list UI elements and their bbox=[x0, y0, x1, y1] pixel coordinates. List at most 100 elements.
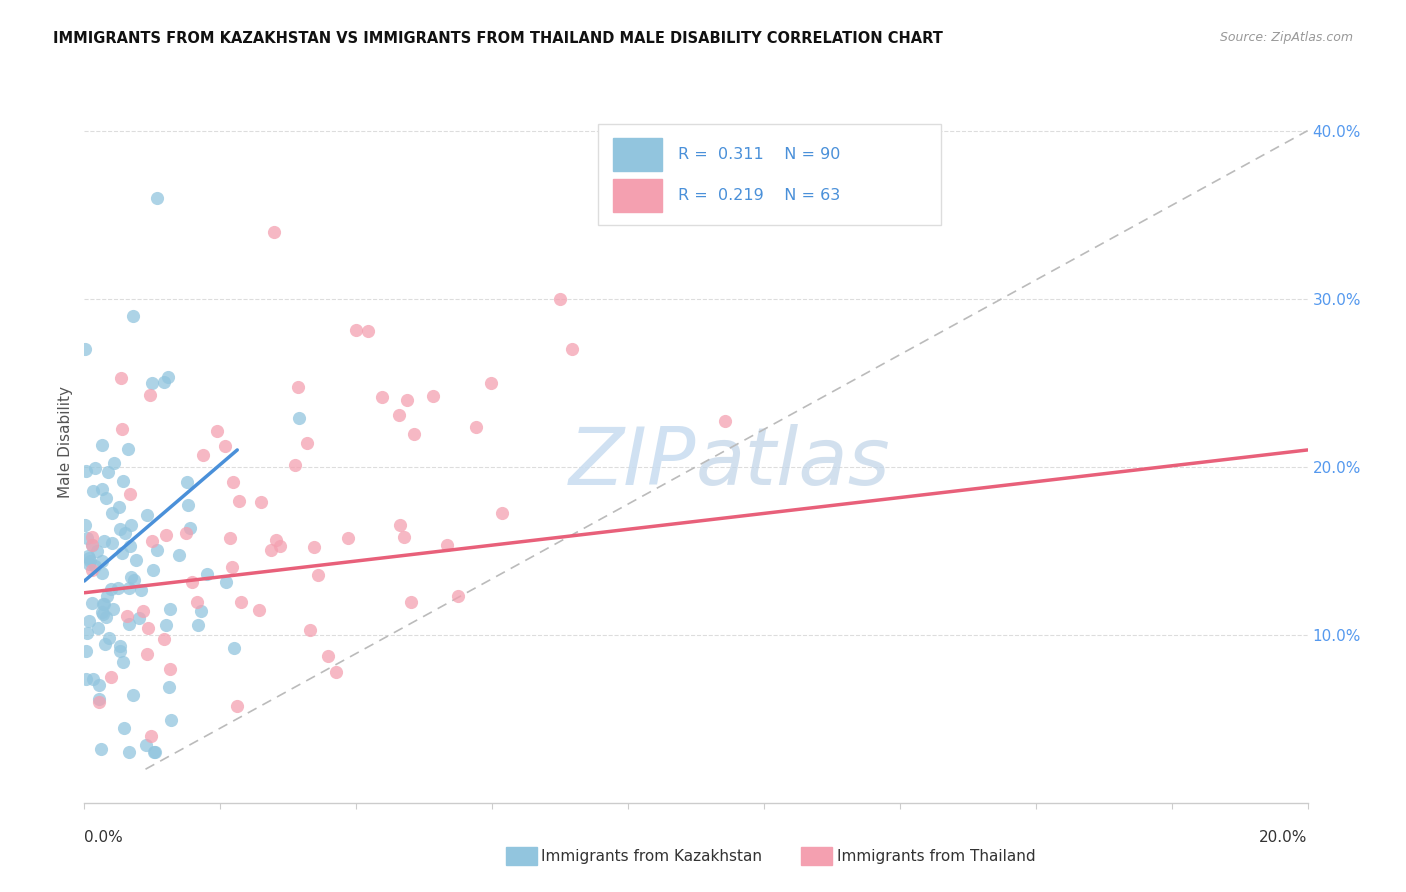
Point bbox=[214, 439, 236, 453]
Point bbox=[159, 662, 181, 676]
Point bbox=[307, 568, 329, 582]
Point bbox=[141, 376, 163, 390]
Point bbox=[90, 605, 112, 619]
Point bbox=[75, 342, 97, 356]
Point bbox=[111, 655, 134, 669]
Point bbox=[269, 540, 291, 554]
Point bbox=[108, 522, 131, 536]
Point bbox=[422, 388, 444, 402]
Point bbox=[101, 506, 124, 520]
Point bbox=[93, 597, 115, 611]
Point bbox=[75, 644, 97, 658]
Point bbox=[436, 538, 458, 552]
Point bbox=[90, 566, 112, 580]
Point bbox=[75, 672, 97, 686]
Point bbox=[125, 553, 148, 567]
Point bbox=[136, 621, 159, 635]
Point bbox=[118, 582, 141, 596]
Point bbox=[110, 371, 132, 385]
Point bbox=[561, 342, 583, 356]
Point bbox=[146, 542, 169, 557]
Point bbox=[91, 597, 114, 611]
Point bbox=[465, 420, 488, 434]
Point bbox=[250, 495, 273, 509]
Point bbox=[90, 438, 112, 452]
Text: IMMIGRANTS FROM KAZAKHSTAN VS IMMIGRANTS FROM THAILAND MALE DISABILITY CORRELATI: IMMIGRANTS FROM KAZAKHSTAN VS IMMIGRANTS… bbox=[53, 31, 943, 46]
Point bbox=[82, 538, 104, 552]
Point bbox=[118, 539, 141, 553]
Point bbox=[132, 604, 155, 618]
Point bbox=[91, 482, 114, 496]
Point bbox=[89, 678, 111, 692]
Point bbox=[97, 631, 120, 645]
Point bbox=[176, 475, 198, 489]
Point bbox=[187, 617, 209, 632]
Point bbox=[128, 611, 150, 625]
Point bbox=[91, 607, 114, 621]
Point bbox=[404, 426, 426, 441]
Point bbox=[79, 554, 101, 568]
Point bbox=[77, 551, 100, 566]
Point bbox=[114, 525, 136, 540]
Point bbox=[87, 621, 110, 635]
Point bbox=[180, 574, 202, 589]
Point bbox=[191, 448, 214, 462]
Text: Immigrants from Kazakhstan: Immigrants from Kazakhstan bbox=[541, 849, 762, 863]
Point bbox=[77, 549, 100, 564]
Point bbox=[100, 582, 122, 596]
Point bbox=[447, 589, 470, 603]
Point bbox=[336, 531, 359, 545]
Point bbox=[82, 530, 104, 544]
Point bbox=[112, 721, 135, 735]
Point bbox=[110, 640, 132, 654]
Point bbox=[87, 691, 110, 706]
Point bbox=[107, 582, 129, 596]
Point bbox=[122, 309, 145, 323]
Point bbox=[115, 608, 138, 623]
Point bbox=[103, 456, 125, 470]
Text: R =  0.311    N = 90: R = 0.311 N = 90 bbox=[678, 147, 839, 162]
Point bbox=[288, 410, 311, 425]
Point bbox=[73, 517, 96, 532]
Point bbox=[284, 458, 307, 472]
Text: 0.0%: 0.0% bbox=[84, 830, 124, 846]
Point bbox=[120, 487, 142, 501]
Point bbox=[145, 191, 167, 205]
Point bbox=[205, 424, 228, 438]
Point bbox=[218, 531, 240, 545]
Point bbox=[141, 729, 163, 743]
Text: 20.0%: 20.0% bbox=[1260, 830, 1308, 846]
Point bbox=[76, 532, 98, 546]
Point bbox=[118, 745, 141, 759]
Point bbox=[479, 376, 502, 390]
FancyBboxPatch shape bbox=[598, 124, 941, 225]
Point bbox=[190, 604, 212, 618]
Y-axis label: Male Disability: Male Disability bbox=[58, 385, 73, 498]
Point bbox=[226, 699, 249, 714]
Point bbox=[82, 484, 104, 499]
Bar bbox=[801, 847, 832, 865]
Point bbox=[76, 625, 98, 640]
Point bbox=[260, 543, 283, 558]
Point bbox=[77, 614, 100, 628]
Point bbox=[396, 393, 419, 408]
Point bbox=[139, 388, 162, 402]
Point bbox=[136, 648, 159, 662]
Point bbox=[143, 745, 166, 759]
Point bbox=[159, 714, 181, 728]
Point bbox=[122, 573, 145, 587]
Point bbox=[90, 741, 112, 756]
Text: Source: ZipAtlas.com: Source: ZipAtlas.com bbox=[1219, 31, 1353, 45]
Point bbox=[174, 526, 197, 541]
Bar bbox=[613, 179, 662, 211]
Point bbox=[287, 380, 309, 394]
Point bbox=[179, 521, 201, 535]
Point bbox=[141, 533, 163, 548]
Point bbox=[129, 582, 152, 597]
Point bbox=[111, 421, 134, 435]
Text: atlas: atlas bbox=[696, 425, 891, 502]
Point bbox=[136, 508, 159, 522]
Point bbox=[195, 567, 218, 582]
Point bbox=[96, 590, 118, 604]
Point bbox=[94, 637, 117, 651]
